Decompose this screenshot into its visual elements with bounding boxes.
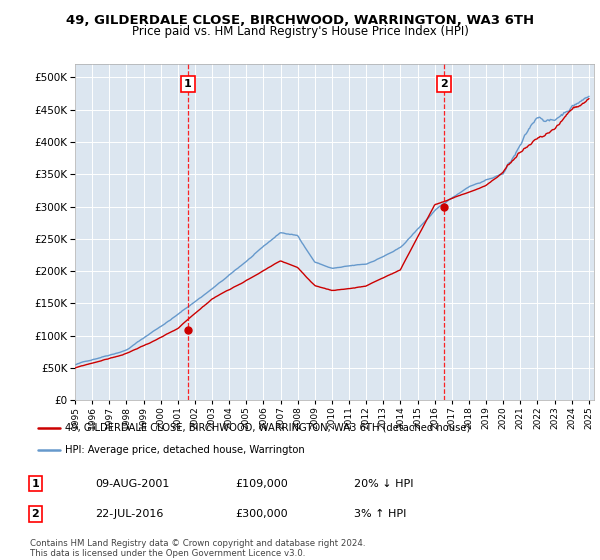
Text: 2: 2 — [440, 79, 448, 89]
Text: 2: 2 — [32, 509, 39, 519]
Text: 49, GILDERDALE CLOSE, BIRCHWOOD, WARRINGTON, WA3 6TH: 49, GILDERDALE CLOSE, BIRCHWOOD, WARRING… — [66, 14, 534, 27]
Text: 3% ↑ HPI: 3% ↑ HPI — [354, 509, 406, 519]
Text: £300,000: £300,000 — [235, 509, 288, 519]
Text: 49, GILDERDALE CLOSE, BIRCHWOOD, WARRINGTON, WA3 6TH (detached house): 49, GILDERDALE CLOSE, BIRCHWOOD, WARRING… — [65, 423, 470, 433]
Text: HPI: Average price, detached house, Warrington: HPI: Average price, detached house, Warr… — [65, 445, 305, 455]
Text: 20% ↓ HPI: 20% ↓ HPI — [354, 479, 413, 489]
Text: 09-AUG-2001: 09-AUG-2001 — [95, 479, 169, 489]
Text: 1: 1 — [32, 479, 39, 489]
Text: £109,000: £109,000 — [235, 479, 288, 489]
Text: Price paid vs. HM Land Registry's House Price Index (HPI): Price paid vs. HM Land Registry's House … — [131, 25, 469, 38]
Text: 1: 1 — [184, 79, 192, 89]
Text: Contains HM Land Registry data © Crown copyright and database right 2024.
This d: Contains HM Land Registry data © Crown c… — [30, 539, 365, 558]
Text: 22-JUL-2016: 22-JUL-2016 — [95, 509, 163, 519]
